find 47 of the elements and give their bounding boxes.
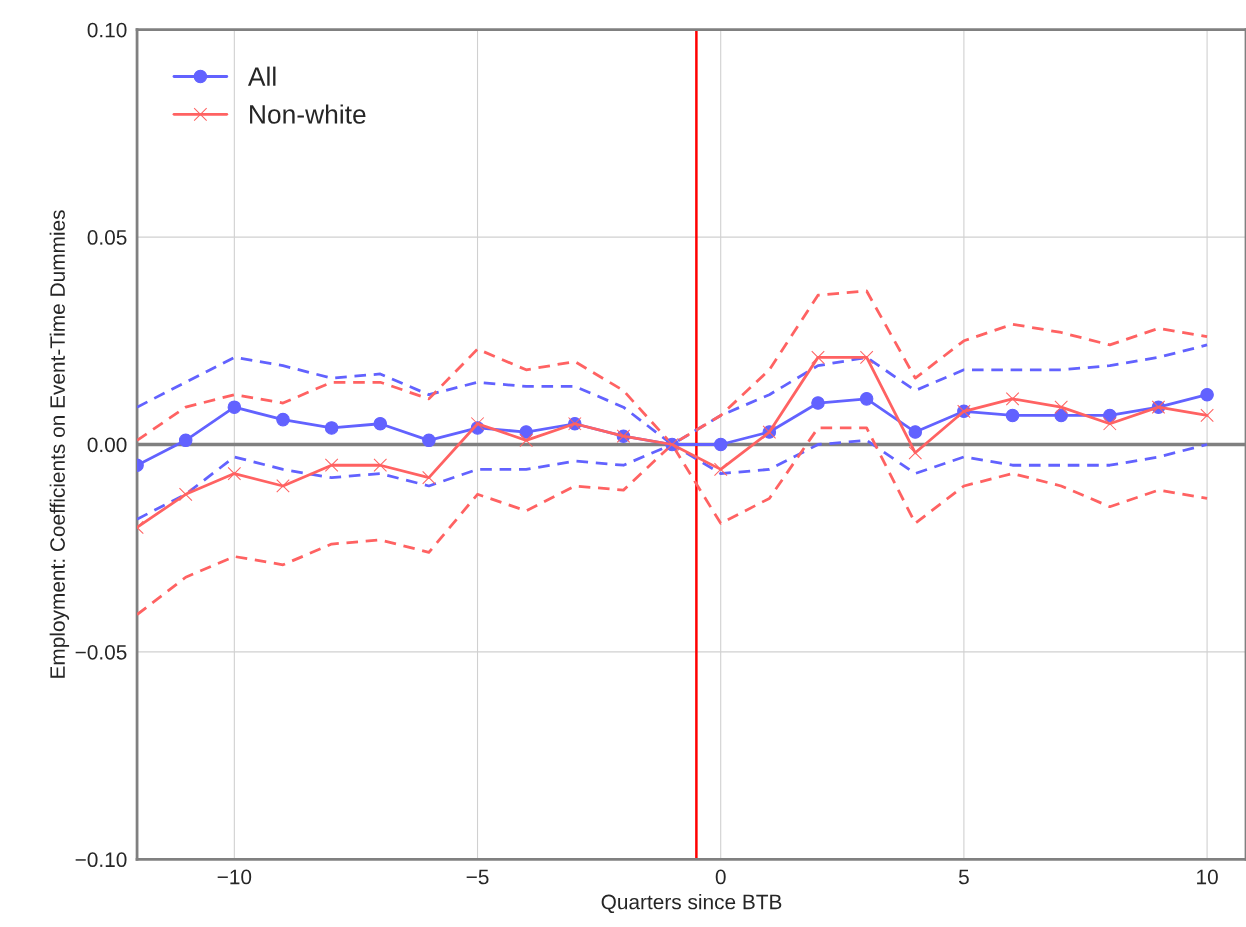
point <box>713 437 728 452</box>
point <box>422 470 436 485</box>
point <box>908 446 923 460</box>
x-tick-label: 10 <box>1197 869 1218 885</box>
point <box>811 396 825 410</box>
line-series <box>137 426 1209 616</box>
point <box>1200 408 1214 423</box>
point <box>1103 408 1117 423</box>
line-series <box>137 437 1209 521</box>
x-tick-label: −5 <box>466 869 489 885</box>
point <box>373 458 388 473</box>
point <box>373 416 388 431</box>
point <box>324 421 339 435</box>
point <box>1054 408 1068 423</box>
y-tick-label: −0.10 <box>75 852 127 868</box>
point <box>811 350 825 365</box>
point <box>178 487 193 502</box>
point <box>276 412 290 427</box>
point <box>227 400 242 414</box>
y-tick-label: 0.05 <box>87 230 127 245</box>
x-tick-label: −10 <box>217 869 252 885</box>
point <box>276 479 290 493</box>
point <box>227 466 242 481</box>
x-axis-title: Quarters since BTB <box>601 894 782 914</box>
point <box>324 458 339 473</box>
point <box>178 433 193 448</box>
x-tick-label: 0 <box>715 869 726 885</box>
point <box>1200 387 1214 402</box>
point <box>470 416 485 431</box>
point <box>519 425 533 439</box>
point <box>908 425 923 439</box>
point <box>422 433 436 448</box>
point <box>519 433 533 448</box>
point <box>1054 400 1068 414</box>
y-tick-label: −0.05 <box>75 644 127 660</box>
point <box>1103 416 1117 431</box>
x-tick-label: 5 <box>958 869 969 885</box>
y-tick-label: 0.00 <box>87 437 127 453</box>
point <box>859 392 874 406</box>
y-tick-label: 0.10 <box>87 22 127 38</box>
legend-label: Non-white <box>250 104 366 124</box>
y-axis-title: Employment: Coefficients on Event-Time Dummies <box>49 210 70 678</box>
point <box>859 350 874 365</box>
point <box>1005 408 1020 423</box>
legend-label: All <box>247 66 276 86</box>
point <box>1005 392 1020 406</box>
point <box>713 462 728 477</box>
